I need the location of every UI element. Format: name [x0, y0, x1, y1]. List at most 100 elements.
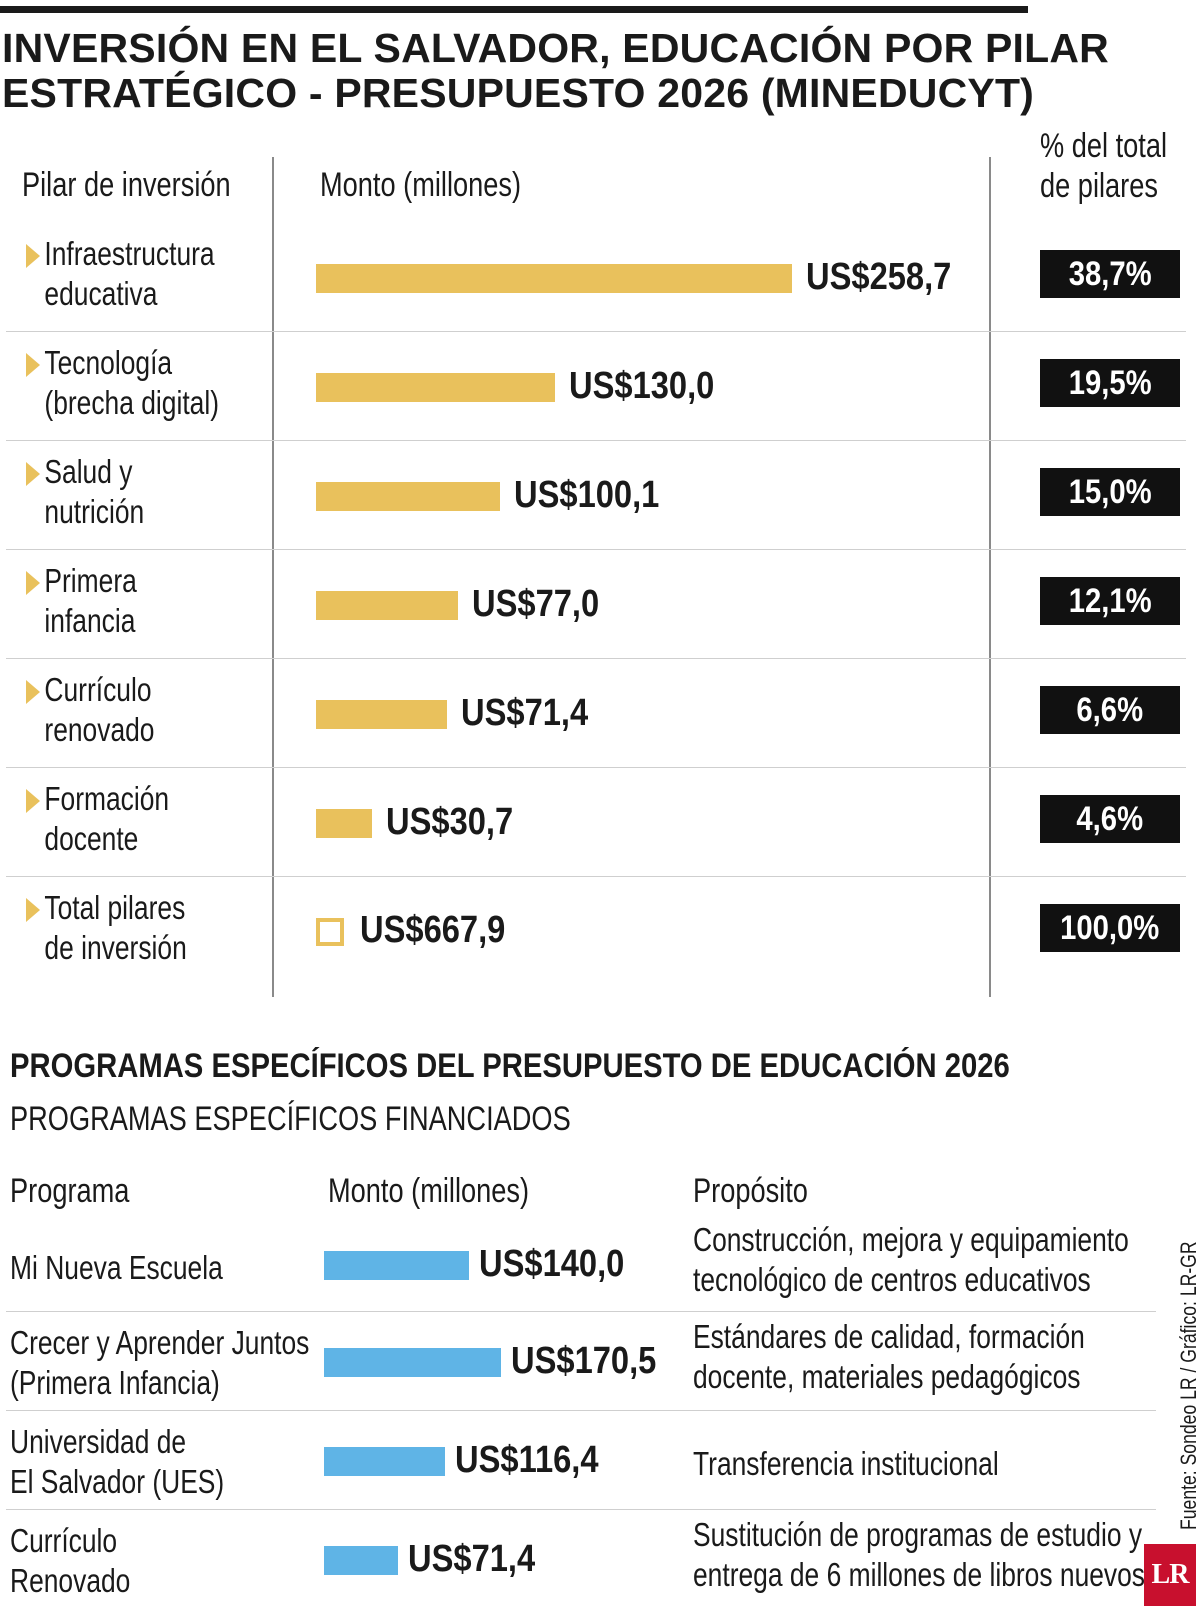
pillar-pct-label: 12,1%	[1068, 582, 1152, 620]
program-purpose-line: Sustitución de programas de estudio y	[693, 1516, 1143, 1553]
pillar-label-text: Tecnología (brecha digital)	[22, 343, 219, 423]
header-pct: % del total de pilares	[1040, 126, 1167, 206]
pillar-pct-badge: 38,7%	[1040, 250, 1180, 298]
row-divider	[6, 658, 1186, 659]
pillar-bar	[316, 591, 458, 620]
pillar-bar	[316, 482, 501, 511]
pillar-label: Tecnología (brecha digital)	[22, 343, 268, 423]
pointer-icon	[26, 789, 40, 813]
program-row-divider	[6, 1311, 1156, 1312]
row-divider	[6, 440, 1186, 441]
total-label-line: de inversión	[44, 929, 187, 966]
pillar-pct-label: 38,7%	[1068, 255, 1152, 293]
total-pct-badge: 100,0%	[1040, 904, 1180, 952]
pillar-label-line: Infraestructura	[44, 235, 215, 272]
pillar-label-line: Formación	[44, 780, 170, 817]
pillar-value-label: US$100,1	[514, 474, 660, 516]
pillar-pct-badge: 12,1%	[1040, 577, 1180, 625]
pillar-value-label: US$258,7	[806, 256, 952, 298]
pointer-icon	[26, 353, 40, 377]
pillar-label: Infraestructura educativa	[22, 234, 263, 314]
pillar-label-line: infancia	[44, 602, 136, 639]
pillar-pct-label: 6,6%	[1076, 691, 1144, 729]
chart-title: INVERSIÓN EN EL SALVADOR, EDUCACIÓN POR …	[2, 25, 1109, 116]
program-purpose-line: Estándares de calidad, formación	[693, 1318, 1085, 1355]
pillar-label-text: Infraestructura educativa	[22, 234, 215, 314]
pillar-label-line: (brecha digital)	[44, 384, 220, 421]
program-bar	[324, 1546, 398, 1575]
pillar-label: Salud y nutrición	[22, 452, 175, 532]
program-bar	[324, 1447, 445, 1476]
pillar-label: Formación docente	[22, 779, 206, 859]
pillar-label-line: docente	[44, 820, 139, 857]
pillar-label-text: Salud y nutrición	[22, 452, 144, 532]
pointer-icon	[26, 898, 40, 922]
header-monto-programas: Monto (millones)	[328, 1172, 530, 1210]
program-label-line: Universidad de	[10, 1423, 187, 1460]
row-divider	[6, 331, 1186, 332]
pillar-pct-label: 4,6%	[1076, 800, 1144, 838]
program-purpose-line: Construcción, mejora y equipamiento	[693, 1221, 1129, 1258]
program-row-divider	[6, 1509, 1156, 1510]
total-label-line: Total pilares	[44, 889, 186, 926]
program-value-label: US$140,0	[479, 1243, 625, 1285]
program-purpose-line: entrega de 6 millones de libros nuevos	[693, 1556, 1146, 1593]
pillar-value-label: US$71,4	[461, 692, 589, 734]
chart-title-line-1: INVERSIÓN EN EL SALVADOR, EDUCACIÓN POR …	[2, 25, 1109, 71]
header-proposito: Propósito	[693, 1172, 808, 1210]
pillar-value-label: US$77,0	[471, 583, 599, 625]
total-swatch-icon	[316, 918, 344, 946]
pillar-label-text: Currículo renovado	[22, 670, 154, 750]
program-row-divider	[6, 1410, 1156, 1411]
pillar-bar	[316, 373, 556, 402]
pillar-label-line: Salud y	[44, 453, 133, 490]
pillar-value-label: US$130,0	[569, 365, 715, 407]
header-pct-line-2: de pilares	[1040, 167, 1158, 205]
pillar-pct-label: 15,0%	[1068, 473, 1152, 511]
pillar-pct-badge: 6,6%	[1040, 686, 1180, 734]
program-label: Universidad de El Salvador (UES)	[10, 1422, 224, 1502]
divider-right	[989, 157, 991, 997]
program-value-label: US$116,4	[454, 1439, 599, 1481]
chart-title-line-2: ESTRATÉGICO - PRESUPUESTO 2026 (MINEDUCY…	[2, 70, 1035, 116]
program-purpose-line: docente, materiales pedagógicos	[693, 1358, 1081, 1395]
lr-logo: LR	[1144, 1544, 1196, 1606]
pillar-label-text: Primera infancia	[22, 561, 136, 641]
pillar-label-line: renovado	[44, 711, 155, 748]
program-label: Mi Nueva Escuela	[10, 1248, 223, 1288]
program-purpose: Sustitución de programas de estudio y ent…	[693, 1515, 1145, 1595]
pointer-icon	[26, 462, 40, 486]
pillar-pct-label: 19,5%	[1068, 364, 1152, 402]
header-programa: Programa	[10, 1172, 130, 1210]
header-pilar: Pilar de inversión	[22, 166, 231, 204]
pillar-label-line: educativa	[44, 275, 158, 312]
pillar-bar	[316, 264, 792, 293]
programs-subtitle: PROGRAMAS ESPECÍFICOS FINANCIADOS	[10, 1100, 571, 1138]
source-note: Fuente: Sondeo LR / Gráfico: LR-GR	[1176, 1241, 1200, 1530]
programs-title: PROGRAMAS ESPECÍFICOS DEL PRESUPUESTO DE…	[10, 1047, 1010, 1085]
header-monto: Monto (millones)	[320, 166, 522, 204]
total-pct-label: 100,0%	[1060, 909, 1160, 947]
pointer-icon	[26, 244, 40, 268]
program-label-line: (Primera Infancia)	[10, 1364, 220, 1401]
program-label-line: El Salvador (UES)	[10, 1463, 225, 1500]
pillar-pct-badge: 15,0%	[1040, 468, 1180, 516]
pillar-label: Primera infancia	[22, 561, 166, 641]
program-purpose: Transferencia institucional	[693, 1444, 999, 1484]
total-value-label: US$667,9	[360, 909, 506, 951]
pointer-icon	[26, 680, 40, 704]
pillar-pct-badge: 19,5%	[1040, 359, 1180, 407]
pillar-pct-badge: 4,6%	[1040, 795, 1180, 843]
pillar-bar	[316, 700, 448, 729]
pillar-label-line: Tecnología	[44, 344, 173, 381]
program-bar	[324, 1348, 501, 1377]
total-label: Total pilares de inversión	[22, 888, 228, 968]
row-divider	[6, 549, 1186, 550]
program-bar	[324, 1251, 469, 1280]
program-purpose: Construcción, mejora y equipamiento tecno…	[693, 1220, 1129, 1300]
pillar-value-label: US$30,7	[386, 801, 514, 843]
pillar-label: Currículo renovado	[22, 670, 188, 750]
pillar-label-text: Formación docente	[22, 779, 169, 859]
header-pct-line-1: % del total	[1040, 127, 1168, 165]
program-label-line: Mi Nueva Escuela	[10, 1249, 223, 1286]
